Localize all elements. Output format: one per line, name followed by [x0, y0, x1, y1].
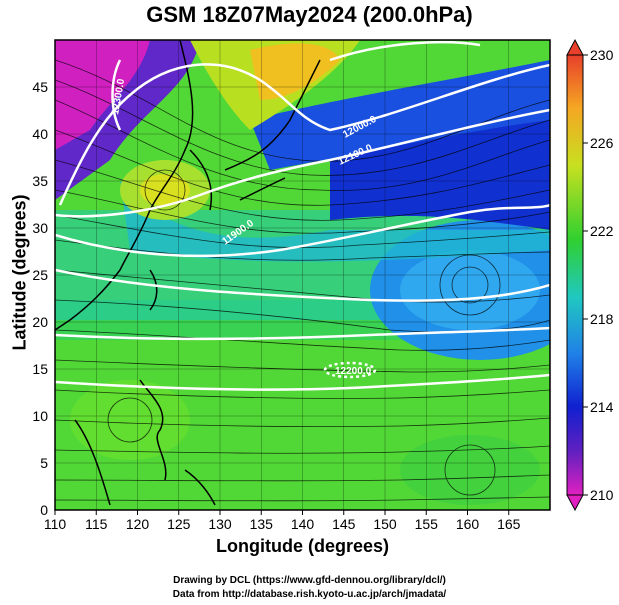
credit-drawing: Drawing by DCL (https://www.gfd-dennou.o… — [173, 575, 446, 586]
y-tick-labels: 0 5 10 15 20 25 30 35 40 45 — [32, 79, 48, 518]
x-tick-label: 140 — [291, 516, 315, 532]
credit-data-source: Data from http://database.rish.kyoto-u.a… — [172, 589, 447, 600]
y-axis-label: Latitude (degrees) — [9, 194, 30, 351]
x-axis-label: Longitude (degrees) — [215, 536, 389, 556]
height-contours — [55, 40, 550, 391]
x-tick-labels: 110 115 120 125 130 135 140 145 150 155 … — [44, 516, 521, 532]
y-tick-label: 40 — [32, 126, 48, 142]
colorbar-bottom-arrow — [566, 494, 584, 512]
x-tick-label: 165 — [497, 516, 521, 532]
colorbar-tick-label: 214 — [590, 399, 614, 415]
y-tick-label: 10 — [32, 408, 48, 424]
colorbar-tick-label: 222 — [590, 223, 614, 239]
x-ticks — [54, 510, 510, 515]
colorbar-tick-label: 230 — [590, 47, 614, 63]
y-tick-label: 30 — [32, 220, 48, 236]
colorbar-tick-label: 210 — [590, 487, 614, 503]
map-figure: 12000.0 12100.0 11900.0 12300.0 12200.0 … — [32, 38, 614, 532]
x-tick-label: 155 — [415, 516, 439, 532]
x-tick-label: 150 — [373, 516, 397, 532]
contour-label: 12200.0 — [335, 366, 372, 377]
x-tick-label: 130 — [208, 516, 232, 532]
colorbar-scale — [566, 54, 584, 496]
x-tick-label: 115 — [85, 516, 108, 532]
y-tick-label: 20 — [32, 314, 48, 330]
x-tick-label: 120 — [126, 516, 150, 532]
colorbar-tick-label: 226 — [590, 135, 614, 151]
page-title: GSM 18Z07May2024 (200.0hPa) — [146, 2, 473, 27]
y-tick-label: 15 — [32, 361, 48, 377]
colorbar-top-arrow — [566, 38, 584, 56]
y-tick-label: 35 — [32, 173, 48, 189]
colorbar-tick-label: 218 — [590, 311, 614, 327]
y-tick-label: 45 — [32, 79, 48, 95]
y-tick-label: 25 — [32, 267, 48, 283]
y-tick-label: 0 — [40, 502, 48, 518]
x-tick-label: 125 — [167, 516, 191, 532]
grid — [55, 40, 550, 510]
x-tick-label: 135 — [250, 516, 274, 532]
colorbar: 230 226 222 218 214 210 — [566, 38, 614, 512]
x-tick-label: 160 — [456, 516, 480, 532]
y-tick-label: 5 — [40, 455, 48, 471]
wind-streamlines — [55, 59, 550, 502]
x-tick-label: 145 — [332, 516, 356, 532]
x-tick-label: 110 — [44, 516, 67, 532]
